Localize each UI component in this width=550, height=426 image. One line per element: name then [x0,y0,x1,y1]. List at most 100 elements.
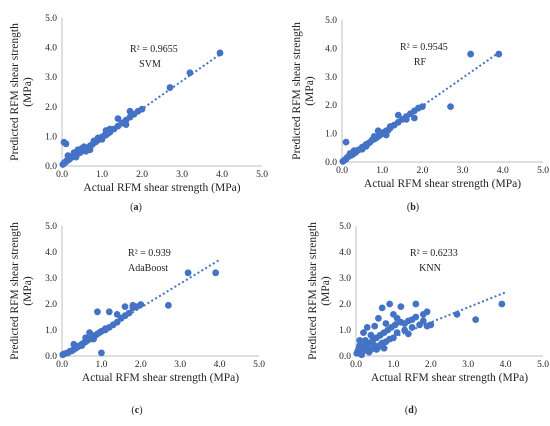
y-tick-label: 5.0 [339,222,351,232]
x-tick-label: 1.0 [387,360,399,370]
data-point [64,152,72,160]
data-point [423,308,431,316]
x-tick-label: 2.0 [135,360,147,370]
x-tick-label: 3.0 [462,360,474,370]
y-tick-label: 1.0 [325,130,337,140]
data-point [412,300,420,308]
data-point [410,114,418,122]
data-point [393,314,401,322]
y-tick-label: 0.0 [339,352,351,362]
data-point [137,301,145,308]
y-axis-label: Predicted RFM shear strength(MPa) [9,222,34,360]
data-point [386,300,394,308]
data-point [374,127,382,135]
data-point [356,337,364,344]
data-point [404,330,412,338]
data-point [129,301,137,309]
data-point [382,320,390,327]
x-tick-label: 0.0 [56,360,68,370]
y-tick-label: 0.0 [325,158,337,168]
x-tick-label: 3.0 [174,360,186,370]
y-tick-label: 0.0 [45,352,57,362]
caption-c: (c) [131,405,142,416]
data-point [114,115,122,123]
data-point [94,308,101,316]
y-tick-label: 1.0 [45,132,57,142]
y-tick-label: 2.0 [325,101,337,111]
x-tick-label: 1.0 [376,166,388,176]
data-point [360,329,367,336]
x-tick-label: 4.0 [500,360,512,370]
y-tick-label: 4.0 [45,44,57,54]
caption-b: (b) [407,202,419,213]
x-axis-label: Actual RFM shear strength (MPa) [83,182,240,194]
r2-label: R² = 0.9655 [130,44,178,55]
data-point [408,324,416,331]
x-tick-label: 0.0 [350,360,362,370]
y-tick-label: 3.0 [325,73,337,83]
data-point [380,344,388,352]
r2-label: R² = 0.9545 [400,42,448,53]
data-point [394,111,402,119]
data-point [125,309,133,317]
data-point [363,324,371,331]
y-tick-label: 2.0 [339,300,351,310]
data-point [78,342,86,349]
x-tick-label: 2.0 [136,170,148,180]
panel-a: 0.0 1.0 2.0 3.0 4.0 5.0 0.0 1.0 2.0 3.0 4.0 5.0 Actu… [9,14,268,194]
x-tick-label: 0.0 [336,166,348,176]
panel-d: 0.0 1.0 2.0 3.0 4.0 5.0 0.0 1.0 2.0 3.0 4.0 5.0 Actu… [307,222,549,384]
x-tick-label: 5.0 [537,166,549,176]
data-point [121,303,129,310]
model-label: KNN [419,263,441,274]
data-point [453,311,461,318]
data-point [186,69,194,77]
data-point [373,346,380,353]
data-point [447,103,454,111]
y-axis-label: Predicted RFM shear strength(MPa) [291,22,316,160]
data-point [472,316,480,323]
y-tick-label: 4.0 [325,44,337,54]
x-tick-label: 0.0 [56,170,68,180]
data-point [371,322,379,330]
x-tick-label: 1.0 [95,360,107,370]
data-point [126,107,134,115]
y-tick-label: 3.0 [45,73,57,83]
y-tick-label: 5.0 [325,16,337,26]
x-tick-label: 4.0 [497,166,509,176]
model-label: RF [414,57,427,68]
model-label: AdaBoost [128,263,168,274]
data-point [212,269,220,277]
x-tick-label: 1.0 [96,170,108,180]
panel-c: 0.0 1.0 2.0 3.0 4.0 5.0 0.0 1.0 2.0 3.0 4.0 5.0 Actu… [9,222,265,384]
y-tick-label: 2.0 [45,103,57,113]
y-tick-label: 3.0 [339,274,351,284]
data-point [467,50,475,58]
data-point [101,326,109,334]
r2-label: R² = 0.6233 [410,248,458,259]
x-tick-label: 4.0 [216,170,228,180]
data-point [397,303,405,310]
data-point [498,300,506,308]
x-axis-label: Actual RFM shear strength (MPa) [82,372,239,384]
x-tick-label: 4.0 [214,360,226,370]
x-tick-label: 2.0 [416,166,428,176]
data-point [361,337,369,344]
data-point [113,311,121,318]
trendline [62,258,221,356]
data-point [408,316,416,323]
y-tick-label: 5.0 [45,222,57,232]
y-tick-label: 3.0 [45,274,57,284]
y-tick-label: 5.0 [45,14,57,24]
y-tick-label: 4.0 [45,248,57,258]
data-point [402,116,410,123]
x-axis-label: Actual RFM shear strength (MPa) [371,372,528,384]
y-tick-label: 4.0 [339,248,351,258]
r2-label: R² = 0.939 [128,248,171,259]
x-tick-label: 3.0 [457,166,469,176]
x-tick-label: 5.0 [253,360,265,370]
y-tick-label: 1.0 [45,326,57,336]
data-point [419,317,427,325]
y-tick-label: 0.0 [45,162,57,172]
